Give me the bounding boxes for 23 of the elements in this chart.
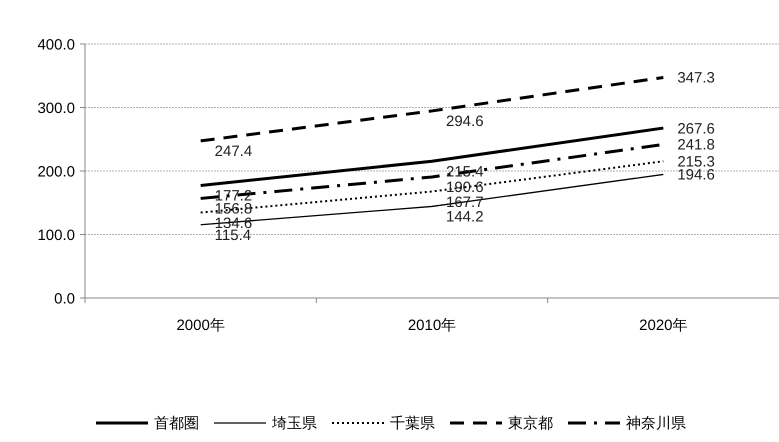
data-label: 267.6: [677, 120, 715, 138]
y-tick-label: 400.0: [37, 36, 75, 54]
data-label: 347.3: [677, 70, 715, 87]
x-tick-label: 2020年: [639, 317, 688, 334]
y-tick-label: 0.0: [54, 290, 75, 308]
y-tick-label: 200.0: [37, 163, 75, 180]
data-label: 241.8: [677, 136, 715, 154]
x-tick-label: 2000年: [176, 317, 225, 334]
y-tick-label: 300.0: [37, 100, 75, 117]
data-label: 247.4: [214, 143, 252, 160]
data-label: 215.4: [446, 163, 484, 180]
data-label: 294.6: [446, 113, 484, 130]
data-label: 190.6: [446, 179, 484, 196]
data-label: 144.2: [446, 208, 484, 226]
data-label: 194.6: [677, 166, 715, 184]
data-label: 156.8: [214, 200, 252, 218]
y-tick-label: 100.0: [37, 226, 75, 244]
legend-label: 千葉県: [390, 415, 435, 432]
legend-label: 神奈川県: [626, 415, 686, 432]
x-tick-label: 2010年: [408, 317, 456, 334]
legend-label: 首都圏: [154, 415, 199, 432]
legend-label: 埼玉県: [271, 415, 317, 432]
legend-label: 東京都: [508, 415, 553, 432]
